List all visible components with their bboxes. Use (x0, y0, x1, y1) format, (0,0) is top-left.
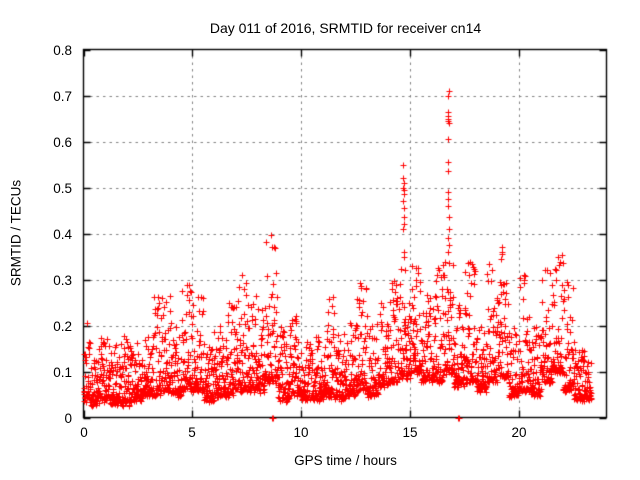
x-tick-label: 20 (511, 425, 527, 440)
chart-title: Day 011 of 2016, SRMTID for receiver cn1… (209, 20, 482, 36)
y-tick-label: 0.5 (53, 181, 72, 196)
y-tick-label: 0.6 (53, 135, 72, 150)
y-tick-label: 0.7 (53, 89, 72, 104)
x-tick-label: 0 (80, 425, 88, 440)
x-tick-label: 15 (402, 425, 418, 440)
y-tick-label: 0.2 (53, 319, 72, 334)
y-tick-label: 0.8 (53, 43, 72, 58)
y-tick-label: 0 (64, 411, 72, 426)
x-axis-title: GPS time / hours (294, 453, 397, 468)
y-tick-label: 0.4 (53, 227, 72, 242)
y-tick-label: 0.1 (53, 365, 72, 380)
x-tick-label: 10 (293, 425, 309, 440)
x-tick-label: 5 (188, 425, 196, 440)
y-tick-label: 0.3 (53, 273, 72, 288)
